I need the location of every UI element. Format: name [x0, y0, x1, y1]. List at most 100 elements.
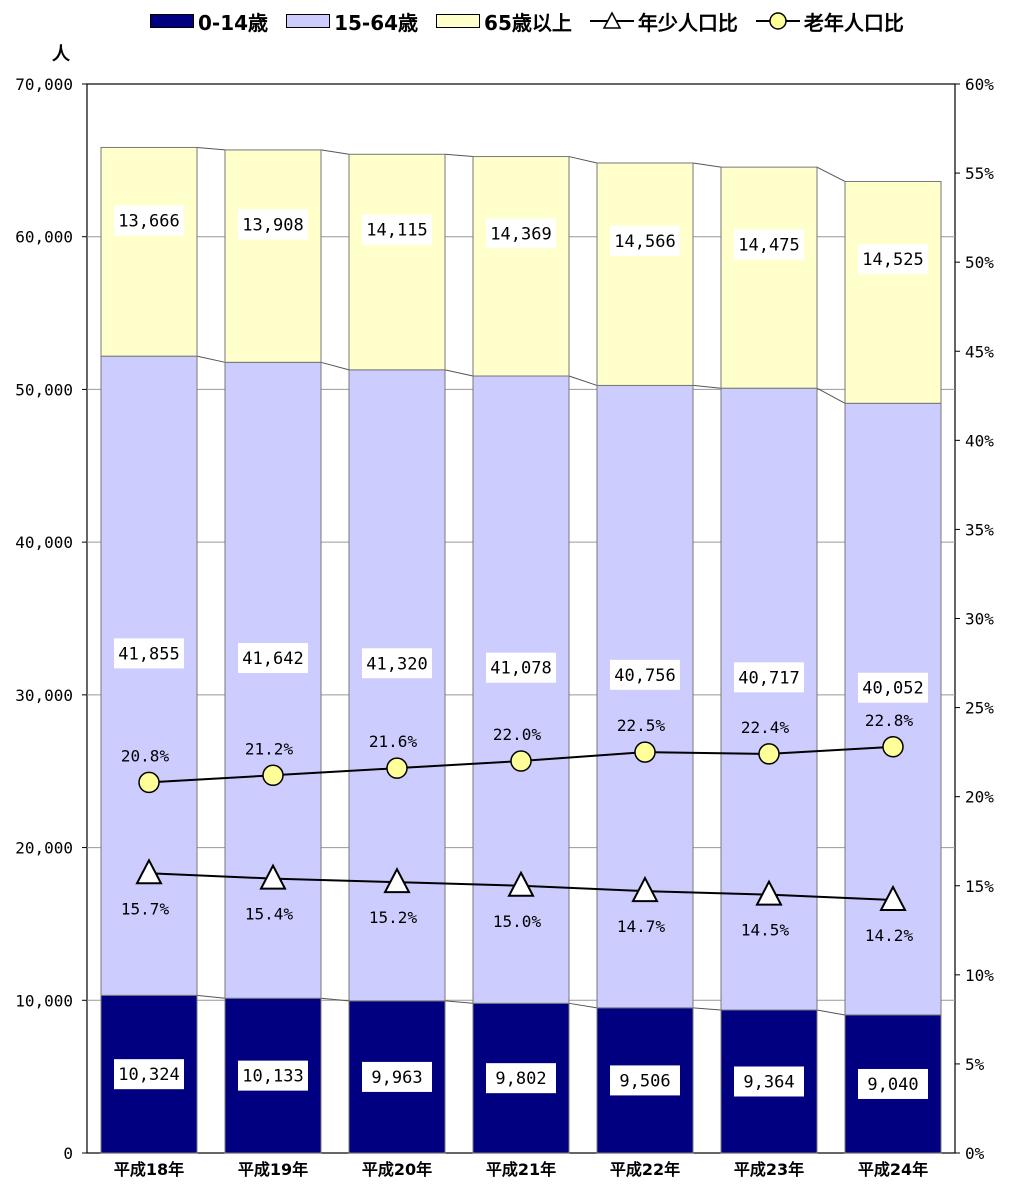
circle-marker: [510, 750, 532, 772]
line-segment: [520, 751, 646, 763]
bar-value-label-0-14: 9,040: [867, 1075, 918, 1095]
triangle-marker: [631, 875, 659, 903]
bar-segment: [100, 146, 198, 357]
line-segment: [148, 872, 274, 880]
bar-segment: [844, 180, 942, 404]
legend-label-0-14: 0-14歳: [198, 10, 269, 35]
x-axis-category-label: 平成22年: [610, 1160, 680, 1179]
bar-segment: [348, 369, 446, 1002]
legend-label-youth-ratio: 年少人口比: [637, 10, 738, 35]
triangle-marker: [755, 879, 783, 906]
line-segment: [272, 767, 398, 777]
line-segment: [520, 884, 646, 893]
legend-item-elderly-ratio: 老年人口比: [755, 7, 904, 36]
bar-value-label-0-14-bg: [486, 1063, 556, 1094]
circle-marker: [882, 736, 904, 758]
circle-marker: [634, 741, 656, 763]
series-connector-line: [816, 166, 846, 182]
bar-segment: [224, 149, 322, 363]
bar-value-label-15-64-bg: [238, 643, 308, 674]
left-axis-tick-label: 20,000: [15, 839, 73, 858]
bar-value-label-0-14: 9,506: [619, 1071, 670, 1091]
line-segment: [768, 745, 894, 755]
line-segment: [148, 774, 274, 784]
left-axis-tick-label: 30,000: [15, 686, 73, 705]
right-axis-tick-label: 5%: [965, 1055, 985, 1074]
bar-segment: [720, 387, 818, 1011]
youth-ratio-label: 15.4%: [245, 905, 294, 924]
left-axis-tick-label: 0: [63, 1144, 73, 1163]
x-axis-category-label: 平成21年: [486, 1160, 556, 1179]
legend-label-15-64: 15-64歳: [334, 10, 419, 35]
x-axis-category-label: 平成19年: [238, 1160, 308, 1179]
series-connector-line: [692, 162, 722, 168]
x-axis-category-label: 平成20年: [362, 1160, 432, 1179]
bar-segment: [596, 162, 694, 386]
bar-value-label-15-64: 41,320: [366, 654, 427, 674]
elderly-ratio-label: 22.5%: [617, 716, 666, 735]
line-segment: [644, 890, 770, 896]
series-connector-line: [816, 1009, 846, 1016]
x-axis-category-label: 平成23年: [734, 1160, 804, 1179]
bar-value-label-15-64: 40,052: [862, 679, 923, 699]
line-segment: [396, 760, 522, 770]
line-segment: [644, 751, 770, 755]
left-axis-tick-label: 40,000: [15, 533, 73, 552]
left-axis-tick-label: 50,000: [15, 380, 73, 399]
x-axis-category-label: 平成18年: [114, 1160, 184, 1179]
bar-segment: [100, 355, 198, 996]
series-connector-line: [692, 384, 722, 389]
legend-item-15-64: 15-64歳: [286, 7, 418, 36]
bar-value-label-65plus: 14,525: [862, 250, 923, 270]
bar-value-label-65plus: 13,666: [118, 211, 179, 231]
right-axis-tick-label: 30%: [965, 610, 994, 629]
bar-value-label-0-14: 10,324: [118, 1065, 179, 1085]
triangle-marker: [135, 858, 163, 885]
series-connector-line: [320, 361, 350, 371]
right-axis-tick-label: 15%: [965, 877, 994, 896]
right-axis-tick-label: 20%: [965, 788, 994, 807]
chart-legend: 0-14歳 15-64歳 65歳以上 年少人口比 老年人口比: [150, 6, 922, 36]
right-axis-tick-label: 55%: [965, 164, 994, 183]
triangle-marker: [507, 870, 535, 897]
right-axis-tick-label: 25%: [965, 699, 994, 718]
series-connector-line: [692, 1007, 722, 1011]
bar-value-label-65plus-bg: [486, 218, 556, 249]
elderly-ratio-label: 21.2%: [245, 739, 294, 758]
right-axis-tick-label: 0%: [965, 1144, 985, 1163]
bar-value-label-65plus: 14,475: [738, 236, 799, 256]
series-connector-line: [568, 375, 598, 386]
circle-marker: [386, 757, 408, 779]
series-connector-line: [196, 146, 226, 151]
line-segment: [396, 881, 522, 887]
elderly-ratio-label: 21.6%: [369, 732, 418, 751]
bar-value-label-15-64: 41,642: [242, 649, 303, 669]
bar-value-label-65plus: 14,115: [366, 221, 427, 241]
bar-segment: [720, 166, 818, 389]
bar-value-label-65plus: 14,566: [614, 232, 675, 252]
bar-value-label-15-64-bg: [610, 659, 680, 690]
bar-value-label-0-14: 9,364: [743, 1072, 794, 1092]
bar-value-label-0-14-bg: [114, 1059, 184, 1090]
bar-value-label-15-64: 40,756: [614, 666, 675, 686]
bar-segment: [348, 153, 446, 371]
bar-value-label-65plus-bg: [362, 214, 432, 245]
triangle-marker-icon: [589, 11, 634, 29]
bar-value-label-0-14-bg: [858, 1068, 928, 1099]
bar-value-label-0-14-bg: [610, 1065, 680, 1096]
bar-value-label-15-64: 40,717: [738, 668, 799, 688]
series-connector-line: [568, 156, 598, 164]
youth-ratio-label: 15.7%: [121, 899, 170, 918]
legend-label-65plus: 65歳以上: [484, 10, 572, 35]
series-connector-line: [196, 355, 226, 363]
bar-value-label-15-64-bg: [734, 662, 804, 693]
right-axis-tick-label: 50%: [965, 253, 994, 272]
right-axis-tick-label: 40%: [965, 431, 994, 450]
legend-swatch-15-64: [286, 14, 331, 28]
series-connector-line: [320, 149, 350, 155]
bar-value-label-0-14: 9,963: [371, 1068, 422, 1088]
legend-item-65plus: 65歳以上: [436, 7, 572, 36]
bar-value-label-0-14-bg: [238, 1060, 308, 1091]
right-axis-tick-label: 35%: [965, 520, 994, 539]
series-connector-line: [444, 153, 474, 158]
